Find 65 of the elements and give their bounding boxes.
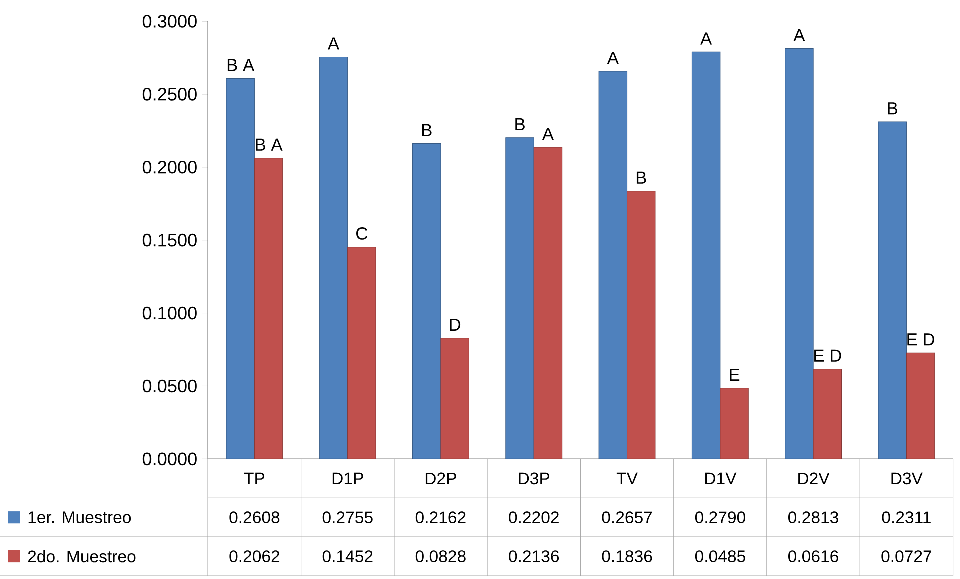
data-label: 0.2062 bbox=[230, 550, 280, 563]
x-tick-label: D3V bbox=[892, 472, 923, 485]
annotation: C bbox=[356, 228, 368, 240]
annotation: B bbox=[888, 102, 898, 115]
bar bbox=[319, 57, 348, 460]
bar bbox=[598, 71, 628, 460]
annotation: B A bbox=[256, 139, 283, 152]
x-tick-label: D2P bbox=[426, 472, 456, 485]
y-tick-label: 0.2500 bbox=[142, 88, 197, 101]
y-tick-label: 0.3000 bbox=[142, 15, 197, 28]
y-tick-label: 0.2000 bbox=[142, 161, 197, 174]
y-tick-label: 0.0500 bbox=[142, 380, 197, 393]
data-label: 0.2311 bbox=[882, 512, 931, 524]
bar bbox=[254, 158, 284, 460]
annotation: B A bbox=[228, 59, 255, 72]
annotation: A bbox=[700, 32, 712, 45]
data-label: 0.1452 bbox=[322, 550, 373, 563]
x-tick-label: D2V bbox=[798, 472, 830, 485]
bar bbox=[440, 338, 470, 460]
data-label: 0.0828 bbox=[416, 550, 466, 563]
annotation: A bbox=[794, 29, 806, 42]
x-tick-label: TP bbox=[244, 473, 265, 485]
data-label: 0.2608 bbox=[230, 512, 280, 524]
bar bbox=[626, 191, 656, 460]
data-label: 0.2790 bbox=[695, 512, 746, 524]
bar bbox=[412, 144, 442, 460]
annotation: E D bbox=[908, 334, 934, 346]
data-label: 0.2755 bbox=[322, 512, 373, 524]
bar bbox=[534, 147, 563, 460]
annotation: B bbox=[422, 124, 432, 136]
x-tick-label: D3P bbox=[519, 472, 550, 485]
annotation: E bbox=[730, 369, 740, 382]
bar bbox=[506, 138, 534, 460]
annotation: D bbox=[450, 319, 461, 332]
bar bbox=[785, 48, 814, 460]
data-label: 0.2657 bbox=[602, 512, 652, 524]
data-label: 0.2162 bbox=[416, 512, 466, 524]
annotation: A bbox=[607, 52, 619, 64]
y-tick-label: 0.0000 bbox=[142, 452, 197, 466]
legend-label: 2do. Muestreo bbox=[28, 550, 136, 563]
data-label: 0.2813 bbox=[788, 512, 838, 524]
legend-label: 1er. Muestreo bbox=[28, 512, 132, 524]
annotation: B bbox=[636, 172, 646, 184]
bar bbox=[348, 247, 376, 460]
y-tick-label: 0.1000 bbox=[142, 307, 197, 320]
bar bbox=[878, 122, 907, 460]
data-label: 0.2202 bbox=[509, 512, 559, 524]
x-tick-label: D1V bbox=[706, 473, 737, 485]
annotation: A bbox=[328, 38, 340, 50]
annotation: B bbox=[516, 118, 525, 131]
annotation: E D bbox=[814, 350, 842, 362]
y-tick-label: 0.1500 bbox=[142, 234, 197, 247]
data-label: 0.1836 bbox=[602, 550, 652, 563]
data-label: 0.0616 bbox=[788, 550, 838, 563]
x-tick-label: D1P bbox=[332, 473, 364, 485]
bar bbox=[720, 388, 749, 460]
data-label: 0.0727 bbox=[882, 550, 932, 563]
bar bbox=[226, 78, 255, 460]
data-label: 0.0485 bbox=[695, 550, 746, 563]
data-label: 0.2136 bbox=[509, 550, 560, 563]
bar bbox=[813, 369, 842, 460]
annotation: A bbox=[542, 128, 554, 140]
bar bbox=[692, 52, 721, 460]
bar bbox=[906, 352, 936, 460]
x-tick-label: TV bbox=[616, 473, 638, 485]
